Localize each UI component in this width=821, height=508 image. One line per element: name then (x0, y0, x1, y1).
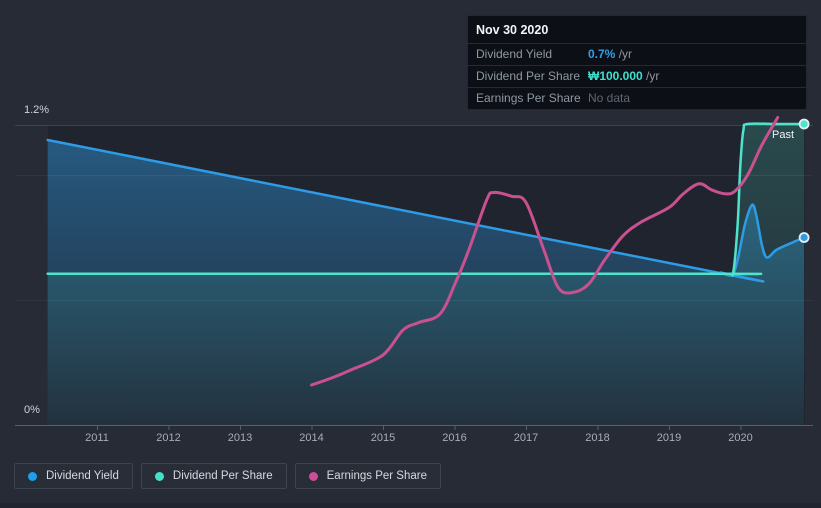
earnings-per-share-dot-icon (308, 471, 318, 481)
chart-tooltip: Nov 30 2020 Dividend Yield 0.7% /yr Divi… (467, 15, 807, 110)
tooltip-value: No data (588, 91, 631, 105)
chart-canvas[interactable] (0, 0, 821, 455)
tooltip-row-dividend-per-share: Dividend Per Share ₩100.000 /yr (468, 65, 806, 87)
past-annotation: Past (772, 129, 795, 141)
legend-label: Dividend Yield (46, 470, 119, 482)
tooltip-label: Earnings Per Share (476, 91, 581, 105)
tooltip-row-dividend-yield: Dividend Yield 0.7% /yr (468, 43, 806, 65)
x-axis-label-2017: 2017 (513, 432, 539, 444)
x-axis-label-2015: 2015 (370, 432, 396, 444)
x-axis-label-2014: 2014 (299, 432, 324, 444)
dividend-per-share-dot-icon (154, 471, 164, 481)
chart-area[interactable]: 1.2% 0% 2011 2012 2013 2014 2015 2016 2017 2018… (0, 0, 821, 455)
y-axis-max-label: 1.2% (24, 104, 50, 116)
x-axis-label-2016: 2016 (442, 432, 467, 444)
tooltip-unit: /yr (615, 47, 633, 61)
x-axis-label-2013: 2013 (227, 432, 253, 444)
x-axis-label-2019: 2019 (656, 432, 682, 444)
x-axis-label-2018: 2018 (585, 432, 610, 444)
x-axis-label-2020: 2020 (728, 432, 753, 444)
tooltip-value: ₩100.000 (588, 69, 643, 83)
legend-dividend-yield[interactable]: Dividend Yield (14, 463, 133, 489)
legend-label: Dividend Per Share (172, 470, 273, 482)
tooltip-row-earnings-per-share: Earnings Per Share No data (468, 87, 806, 109)
x-axis-label-2011: 2011 (85, 432, 109, 444)
legend-label: Earnings Per Share (326, 470, 427, 482)
tooltip-value: 0.7% (588, 47, 616, 61)
tooltip-label: Dividend Yield (476, 47, 553, 61)
bottom-edge (0, 503, 821, 508)
legend-earnings-per-share[interactable]: Earnings Per Share (294, 463, 441, 489)
dividend-yield-dot-icon (28, 471, 37, 481)
x-axis-label-2012: 2012 (156, 432, 181, 444)
tooltip-date: Nov 30 2020 (476, 23, 549, 37)
tooltip-unit: /yr (642, 69, 660, 83)
y-axis-min-label: 0% (24, 404, 40, 416)
legend-dividend-per-share[interactable]: Dividend Per Share (140, 463, 287, 489)
tooltip-label: Dividend Per Share (476, 69, 581, 83)
chart-legend: Dividend Yield Dividend Per Share Earnin… (14, 463, 441, 489)
